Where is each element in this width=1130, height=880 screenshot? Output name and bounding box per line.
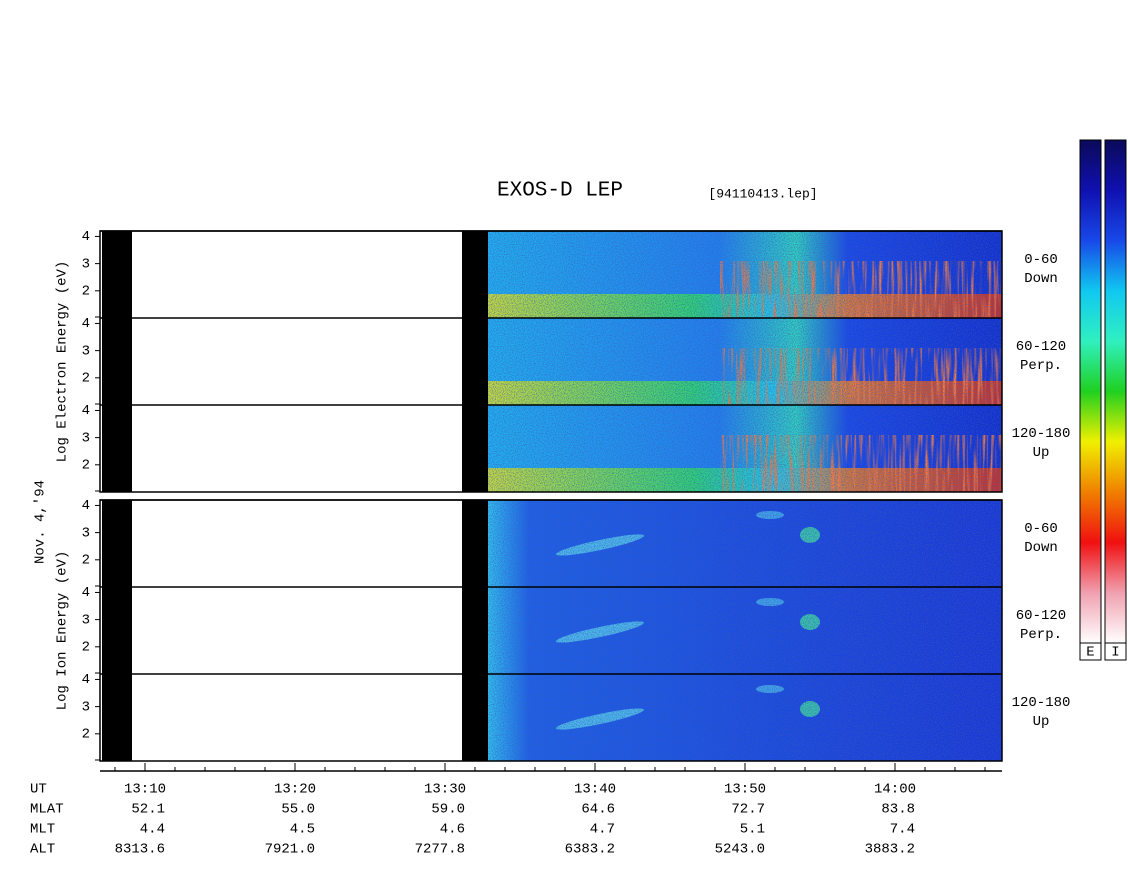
ephemeris-value: 59.0 [431,802,465,818]
pitch-angle: 60-120 [1016,339,1066,355]
panels: 2 3 4 0-60 Down 2 3 4 60-120 Perp. 2 3 4 120-180 Up Log… [30,229,1070,858]
pitch-direction: Perp. [1020,627,1062,643]
y-tick-label: 4 [82,585,90,601]
colorbar-label-box [1104,642,1127,661]
pitch-angle: 0-60 [1024,521,1058,537]
colorbar [1104,139,1127,644]
y-tick-label: 2 [82,458,90,474]
row-label: MLAT [30,802,64,818]
data-gap [462,587,488,674]
pitch-direction: Up [1033,445,1050,461]
ephemeris-value: 7277.8 [415,842,465,858]
data-gap [102,231,132,318]
y-tick-label: 2 [82,640,90,656]
no-data [100,231,488,318]
x-tick-label: 13:10 [124,782,166,798]
spectrogram-noise [488,500,1002,587]
no-data [100,587,488,674]
ephemeris-value: 4.6 [440,822,465,838]
y-tick-label: 3 [82,612,90,628]
y-tick-label: 4 [82,229,90,245]
ephemeris-value: 5243.0 [715,842,765,858]
ephemeris-value: 7921.0 [265,842,315,858]
x-tick-label: 14:00 [874,782,916,798]
data-gap [102,674,132,761]
ephemeris-value: 8313.6 [115,842,165,858]
data-gap [462,318,488,405]
pitch-angle: 0-60 [1024,252,1058,268]
data-gap [462,231,488,318]
data-gap [462,405,488,492]
y-tick-label: 2 [82,727,90,743]
pitch-direction: Up [1033,714,1050,730]
ephemeris-value: 52.1 [131,802,165,818]
ephemeris-value: 83.8 [881,802,915,818]
y-tick-label: 2 [82,284,90,300]
colorbar-label: E [1086,645,1094,661]
x-tick-label: 13:30 [424,782,466,798]
x-tick-label: 13:40 [574,782,616,798]
row-label: MLT [30,822,55,838]
ephemeris-value: 3883.2 [865,842,915,858]
y-tick-label: 3 [82,699,90,715]
ephemeris-value: 4.4 [140,822,165,838]
y-tick-label: 4 [82,403,90,419]
no-data [100,318,488,405]
x-tick-label: 13:20 [274,782,316,798]
ephemeris-value: 55.0 [281,802,315,818]
spectrogram-noise [488,405,1002,492]
no-data [100,674,488,761]
y-axis-label: Log Electron Energy (eV) [55,261,71,463]
data-gap [462,674,488,761]
ephemeris-value: 5.1 [740,822,765,838]
spectrogram-noise [488,231,1002,318]
panel-frame [99,230,1003,493]
y-tick-label: 3 [82,525,90,541]
pitch-direction: Down [1024,271,1058,287]
pitch-angle: 120-180 [1012,695,1071,711]
y-tick-label: 3 [82,343,90,359]
ephemeris-value: 6383.2 [565,842,615,858]
row-label: UT [30,782,47,798]
colorbar [1079,139,1102,644]
pitch-angle: 120-180 [1012,426,1071,442]
date-label: Nov. 4,'94 [33,480,49,564]
spectrogram-noise [488,318,1002,405]
y-tick-label: 2 [82,371,90,387]
ephemeris-value: 64.6 [581,802,615,818]
data-gap [102,500,132,587]
x-tick-label: 13:50 [724,782,766,798]
data-gap [462,500,488,587]
data-gap [102,318,132,405]
no-data [100,500,488,587]
row-label: ALT [30,842,55,858]
y-tick-label: 2 [82,553,90,569]
ephemeris-value: 7.4 [890,822,915,838]
panel-frame [99,499,1003,762]
pitch-direction: Down [1024,540,1058,556]
ephemeris-value: 4.7 [590,822,615,838]
title: EXOS-D LEP [497,180,623,203]
y-tick-label: 4 [82,672,90,688]
y-axis-label: Log Ion Energy (eV) [55,551,71,711]
pitch-direction: Perp. [1020,358,1062,374]
ephemeris-value: 72.7 [731,802,765,818]
subtitle: [94110413.lep] [708,186,817,201]
spectrogram-noise [488,674,1002,761]
data-gap [102,405,132,492]
ephemeris-value: 4.5 [290,822,315,838]
y-tick-label: 4 [82,498,90,514]
colorbar-label-box [1079,642,1102,661]
data-gap [102,587,132,674]
colorbar-label: I [1111,645,1119,661]
y-tick-label: 3 [82,256,90,272]
spectrogram-noise [488,587,1002,674]
pitch-angle: 60-120 [1016,608,1066,624]
no-data [100,405,488,492]
y-tick-label: 3 [82,430,90,446]
y-tick-label: 4 [82,316,90,332]
